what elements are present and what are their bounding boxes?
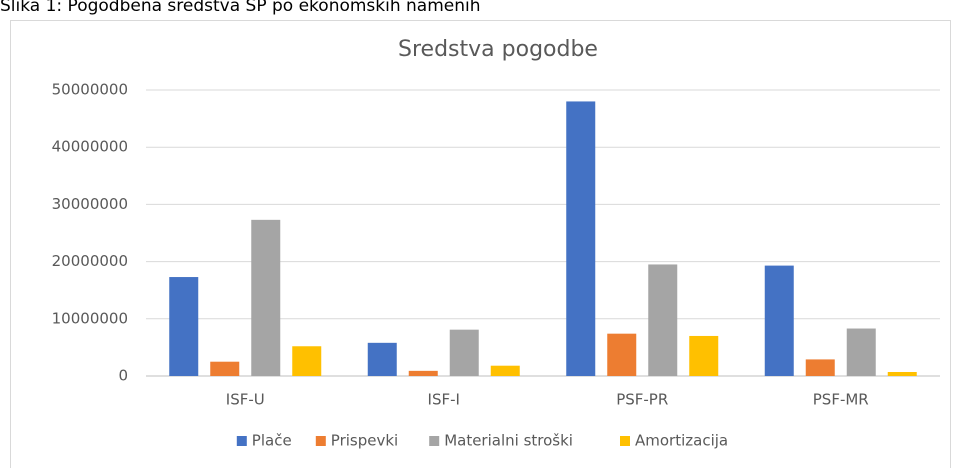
legend-label: Prispevki [331, 432, 398, 450]
y-tick-label: 30000000 [52, 195, 128, 213]
bar [169, 277, 199, 376]
bar [566, 101, 596, 376]
bar [292, 346, 322, 376]
y-tick-label: 50000000 [52, 81, 128, 99]
legend-label: Plače [252, 432, 292, 450]
x-tick-label: PSF-PR [616, 391, 668, 409]
chart-title: Sredstva pogodbe [398, 37, 598, 62]
bar [607, 333, 637, 376]
y-tick-label: 20000000 [52, 252, 128, 270]
legend-swatch [620, 436, 630, 446]
bar [805, 359, 835, 376]
caption: Slika 1: Pogodbena sredstva SP po ekonom… [0, 0, 481, 16]
bar [251, 219, 281, 376]
y-tick-label: 10000000 [52, 309, 128, 327]
legend-swatch [236, 436, 247, 446]
x-tick-label: PSF-MR [813, 391, 869, 409]
legend-label: Materialni stroški [444, 432, 573, 450]
bar [846, 328, 876, 376]
bar [408, 370, 438, 376]
bar [764, 265, 794, 376]
bar [449, 329, 479, 376]
bar [887, 371, 917, 376]
bar [367, 342, 397, 376]
y-tick-label: 40000000 [52, 138, 128, 156]
bar [490, 365, 520, 376]
bar [648, 264, 678, 376]
legend-label: Amortizacija [635, 432, 728, 450]
x-tick-label: ISF-U [226, 391, 265, 409]
y-tick-label: 0 [118, 367, 128, 385]
x-tick-label: ISF-I [428, 391, 460, 409]
bar [210, 361, 240, 376]
legend-swatch [315, 436, 326, 446]
chart-frame [10, 20, 951, 468]
bar [689, 335, 719, 376]
legend-swatch [429, 436, 440, 446]
